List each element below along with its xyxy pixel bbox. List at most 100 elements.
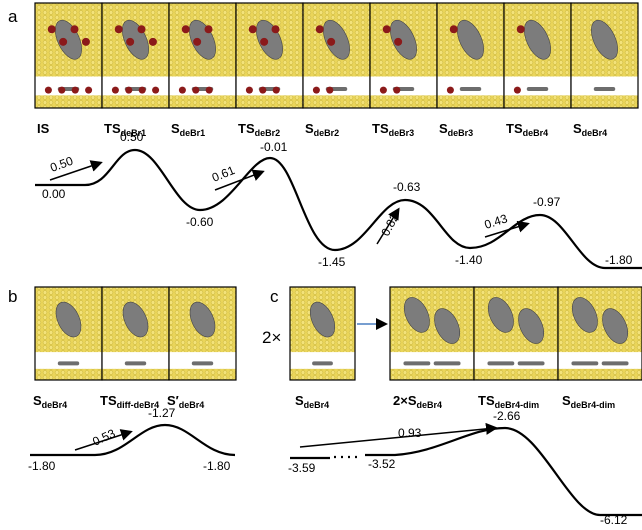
bromine xyxy=(271,25,280,34)
state-main: S xyxy=(295,393,304,408)
thumbnail xyxy=(101,286,170,381)
bromine-side xyxy=(205,86,213,94)
energy-label: -0.01 xyxy=(260,140,288,154)
state-sub: deBr4 xyxy=(304,400,330,410)
vacuum xyxy=(35,352,102,369)
molecule xyxy=(571,297,598,333)
thumbnail xyxy=(436,2,505,109)
arrow xyxy=(214,169,265,191)
state-main: S xyxy=(33,393,42,408)
bromine-side xyxy=(312,86,320,94)
state-main: 2×S xyxy=(393,393,417,408)
state-label: SdeBr4 xyxy=(33,393,67,410)
thumbnails xyxy=(34,2,642,381)
vacuum xyxy=(169,76,236,96)
state-sub: deBr4-dim xyxy=(571,400,616,410)
molecule xyxy=(189,301,216,338)
energy-curves xyxy=(30,148,642,517)
bromine xyxy=(81,37,90,46)
state-sub: deBr4 xyxy=(417,400,443,410)
state-main: TS xyxy=(478,393,495,408)
bromine-side xyxy=(125,86,133,94)
molecule-side xyxy=(124,361,147,366)
bromine-side xyxy=(245,86,253,94)
vacuum xyxy=(571,76,638,96)
frame xyxy=(570,2,639,109)
thumbnail xyxy=(557,286,642,381)
vacuum xyxy=(504,76,571,96)
frame xyxy=(557,286,642,381)
bromine xyxy=(70,25,79,34)
molecule xyxy=(518,308,545,344)
vacuum xyxy=(102,76,169,96)
state-sub: deBr4 xyxy=(179,400,205,410)
molecule xyxy=(602,308,629,344)
state-sub: deBr4 xyxy=(582,128,608,138)
bromine-side xyxy=(272,86,280,94)
state-main: TS xyxy=(104,121,121,136)
molecule-side xyxy=(312,361,333,366)
state-label: TSdeBr4 xyxy=(506,121,548,138)
frame xyxy=(289,286,356,381)
molecule xyxy=(55,301,82,338)
curve-b xyxy=(30,423,236,457)
bromine-side xyxy=(44,86,52,94)
molecule-side xyxy=(517,361,545,366)
energy-label: -3.59 xyxy=(288,461,316,475)
molecule-side xyxy=(487,361,515,366)
bromine xyxy=(327,37,336,46)
vacuum xyxy=(437,76,504,96)
molecule xyxy=(403,297,430,333)
state-sub: deBr3 xyxy=(448,128,474,138)
energy-label: -1.45 xyxy=(318,255,346,269)
energy-label: -0.97 xyxy=(533,195,561,209)
state-sub: deBr2 xyxy=(255,128,281,138)
state-main: S′ xyxy=(167,393,179,408)
bromine xyxy=(248,25,257,34)
vacuum xyxy=(474,352,558,369)
labels: aIS TSdeBr1 SdeBr1 TSdeBr2 SdeBr2 TSdeBr3 SdeB… xyxy=(8,7,633,527)
vacuum xyxy=(35,76,102,96)
state-sub: deBr3 xyxy=(389,128,415,138)
energy-label: -0.60 xyxy=(186,215,214,229)
bromine xyxy=(394,37,403,46)
molecule xyxy=(457,19,484,60)
molecule-side xyxy=(433,361,461,366)
state-sub: deBr2 xyxy=(314,128,340,138)
state-main: S xyxy=(171,121,180,136)
state-label: TSdeBr3 xyxy=(372,121,414,138)
thumbnail xyxy=(302,2,371,109)
bromine-side xyxy=(192,86,200,94)
panel-label: b xyxy=(8,287,17,306)
bromine-side xyxy=(513,86,521,94)
molecule xyxy=(390,19,417,60)
energy-label: -2.66 xyxy=(493,409,521,423)
barrier-label: 0.93 xyxy=(398,426,422,440)
vacuum xyxy=(390,352,474,369)
barrier-arrows xyxy=(49,160,530,451)
bromine xyxy=(47,25,56,34)
state-sub: deBr4 xyxy=(523,128,549,138)
vacuum xyxy=(303,76,370,96)
vacuum xyxy=(236,76,303,96)
arrow xyxy=(74,429,133,451)
thumbnail xyxy=(101,2,170,109)
energy-label: -3.52 xyxy=(368,457,396,471)
molecule-side xyxy=(57,361,80,366)
energy-label: -1.27 xyxy=(148,406,176,420)
vacuum xyxy=(169,352,236,369)
bromine xyxy=(260,37,269,46)
panel-label: c xyxy=(270,287,279,306)
thumbnail xyxy=(34,2,103,109)
bromine xyxy=(114,25,123,34)
bromine-side xyxy=(85,86,93,94)
bromine xyxy=(137,25,146,34)
molecule xyxy=(122,301,149,338)
state-label: SdeBr4 xyxy=(573,121,607,138)
bromine-side xyxy=(58,86,66,94)
energy-label: 0.50 xyxy=(120,130,144,144)
thumbnail xyxy=(289,286,356,381)
energy-label: 0.00 xyxy=(42,187,66,201)
curve-c xyxy=(290,426,642,517)
bromine xyxy=(59,37,68,46)
